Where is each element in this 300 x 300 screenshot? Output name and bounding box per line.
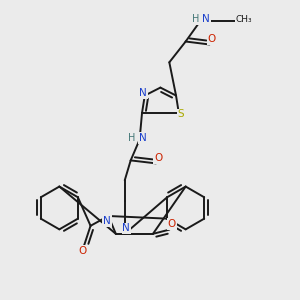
- Text: O: O: [78, 246, 87, 256]
- Text: N: N: [122, 224, 130, 233]
- Text: H: H: [192, 14, 200, 24]
- Text: O: O: [154, 153, 162, 163]
- Text: H: H: [128, 133, 135, 143]
- Text: O: O: [168, 219, 176, 229]
- Text: N: N: [140, 88, 147, 98]
- Text: CH₃: CH₃: [235, 15, 252, 24]
- Text: N: N: [202, 14, 210, 24]
- Text: N: N: [103, 216, 111, 226]
- Text: O: O: [208, 34, 216, 44]
- Text: N: N: [139, 133, 146, 143]
- Text: S: S: [178, 110, 184, 119]
